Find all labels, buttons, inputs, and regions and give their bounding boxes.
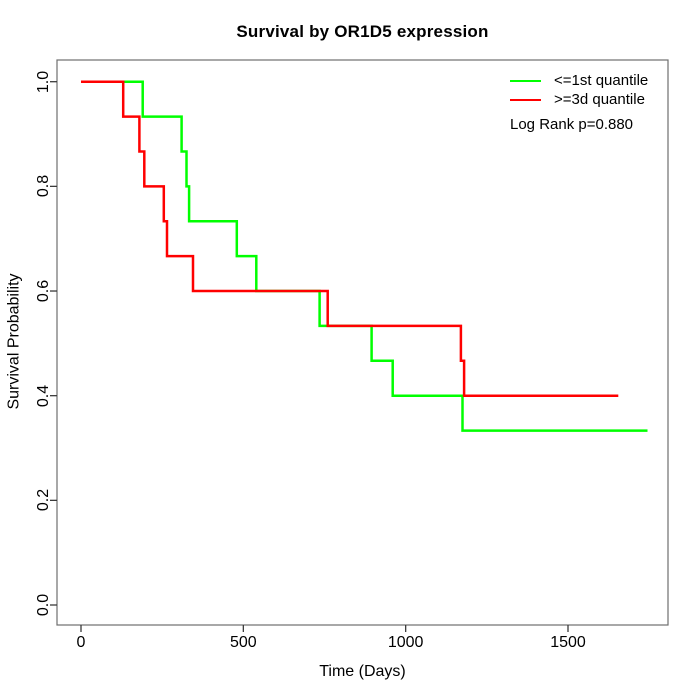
x-axis-label: Time (Days)	[319, 663, 406, 680]
x-tick-label: 1000	[387, 634, 424, 651]
legend-item-third-quantile: >=3d quantile	[510, 90, 648, 109]
y-tick-label: 0.0	[35, 593, 52, 617]
logrank-pvalue: Log Rank p=0.880	[510, 116, 634, 133]
x-tick-label: 0	[76, 634, 86, 651]
legend-line-red-icon	[510, 98, 541, 101]
x-tick-label: 500	[229, 634, 257, 651]
y-axis-label: Survival Probability	[5, 273, 23, 410]
y-tick-label: 0.4	[35, 384, 52, 407]
legend-label-first-quantile: <=1st quantile	[554, 72, 649, 89]
y-tick-label: 0.2	[35, 489, 52, 512]
legend-item-first-quantile: <=1st quantile	[510, 71, 648, 90]
chart-title: Survival by OR1D5 expression	[236, 22, 489, 41]
y-tick-label: 0.8	[35, 175, 52, 198]
legend-label-third-quantile: >=3d quantile	[554, 91, 645, 108]
km-curve-green	[81, 80, 648, 432]
y-tick-label: 0.6	[35, 279, 52, 303]
x-tick-label: 1500	[550, 634, 586, 651]
km-curve-red	[81, 80, 619, 397]
plot-box	[56, 59, 669, 626]
legend-line-green-icon	[510, 79, 541, 82]
legend: <=1st quantile >=3d quantile Log Rank p=…	[510, 71, 648, 133]
y-tick-label: 1.0	[35, 70, 52, 93]
